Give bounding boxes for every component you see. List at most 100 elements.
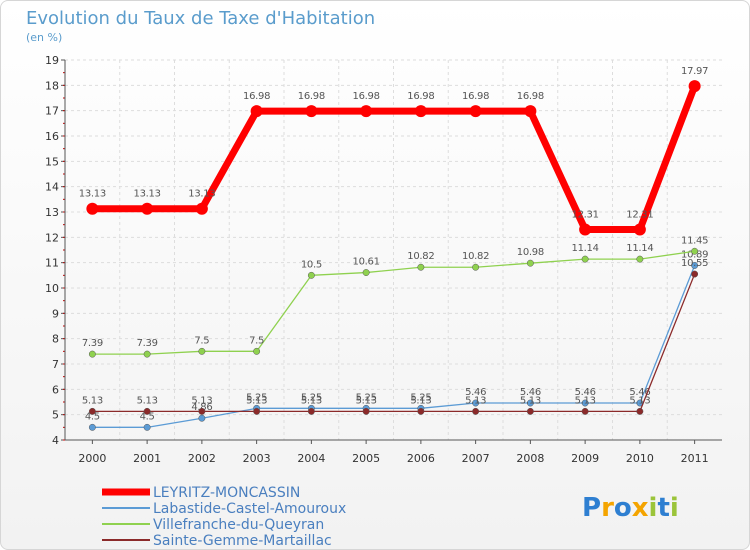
data-label-labastide-castel-amouroux-2002: 4.86 [191,402,212,413]
data-label-sainte-gemme-martaillac-2007: 5.13 [465,395,486,406]
y-tick-label-15: 15 [45,155,59,168]
point-villefranche-du-queyran-2006 [417,263,425,271]
series-line-villefranche-du-queyran [92,250,695,355]
point-labastide-castel-amouroux-2002 [198,414,206,422]
x-tick-label-2004: 2004 [297,452,325,465]
y-tick-label-9: 9 [52,307,59,320]
data-label-sainte-gemme-martaillac-2011: 10.55 [681,258,708,269]
point-sainte-gemme-martaillac-2004 [307,407,315,415]
data-label-labastide-castel-amouroux-2005: 5.25 [356,392,377,403]
logo-letter: r [601,493,614,523]
y-tick-label-10: 10 [45,282,59,295]
data-label-sainte-gemme-martaillac-2006: 5.13 [410,395,431,406]
data-label-leyritz-moncassin-2004: 16.98 [298,91,325,102]
point-villefranche-du-queyran-2009 [581,255,589,263]
data-label-sainte-gemme-martaillac-2009: 5.13 [575,395,596,406]
point-leyritz-moncassin-2005 [360,105,373,118]
data-label-leyritz-moncassin-2008: 16.98 [517,91,544,102]
point-leyritz-moncassin-2009 [579,223,592,236]
plot-area: 4 5 6 7 8 9 10 11 12 13 14 15 16 17 18 19 2000 2001 2002 20… [45,54,722,465]
data-label-sainte-gemme-martaillac-2008: 5.13 [520,395,541,406]
data-label-labastide-castel-amouroux-2001: 4.5 [140,411,155,422]
point-sainte-gemme-martaillac-2001 [143,407,151,415]
data-label-sainte-gemme-martaillac-2001: 5.13 [137,395,158,406]
data-label-leyritz-moncassin-2011: 17.97 [681,66,708,77]
point-sainte-gemme-martaillac-2003 [253,407,261,415]
logo-letter: P [582,493,601,523]
data-label-villefranche-du-queyran-2010: 11.14 [626,243,653,254]
point-sainte-gemme-martaillac-2011 [691,270,699,278]
data-label-villefranche-du-queyran-2011: 11.45 [681,235,708,246]
point-sainte-gemme-martaillac-2008 [526,407,534,415]
logo-letter: i [649,493,658,523]
data-label-labastide-castel-amouroux-2011: 10.89 [681,249,708,260]
series-line-leyritz-moncassin [92,84,698,233]
x-tick-label-2010: 2010 [626,452,654,465]
data-label-villefranche-du-queyran-2000: 7.39 [82,338,103,349]
point-sainte-gemme-martaillac-2009 [581,407,589,415]
point-sainte-gemme-martaillac-2000 [88,407,96,415]
point-labastide-castel-amouroux-2011 [691,262,699,269]
point-villefranche-du-queyran-2008 [526,259,534,267]
point-labastide-castel-amouroux-2000 [88,423,96,431]
data-label-leyritz-moncassin-2006: 16.98 [407,91,434,102]
point-leyritz-moncassin-2006 [414,105,427,118]
point-villefranche-du-queyran-2011 [691,247,699,255]
data-label-leyritz-moncassin-2005: 16.98 [353,91,380,102]
x-tick-label-2008: 2008 [516,452,544,465]
y-tick-label-7: 7 [52,358,59,371]
data-label-labastide-castel-amouroux-2000: 4.5 [85,411,100,422]
point-labastide-castel-amouroux-2001 [143,423,151,431]
point-leyritz-moncassin-2011 [688,80,701,93]
data-label-leyritz-moncassin-2003: 16.98 [243,91,270,102]
point-leyritz-moncassin-2000 [86,202,99,215]
point-labastide-castel-amouroux-2007 [472,399,480,407]
legend-label-labastide-castel-amouroux: Labastide-Castel-Amouroux [153,501,346,517]
data-label-labastide-castel-amouroux-2007: 5.46 [465,387,486,398]
y-tick-label-16: 16 [45,130,59,143]
point-villefranche-du-queyran-2003 [253,347,261,355]
data-label-leyritz-moncassin-2000: 13.13 [79,189,106,200]
data-label-villefranche-du-queyran-2004: 10.5 [301,259,322,270]
data-label-villefranche-du-queyran-2007: 10.82 [462,251,489,262]
data-label-labastide-castel-amouroux-2006: 5.25 [410,392,431,403]
data-label-labastide-castel-amouroux-2009: 5.46 [575,387,596,398]
data-label-leyritz-moncassin-2007: 16.98 [462,91,489,102]
y-tick-label-5: 5 [52,409,59,422]
point-sainte-gemme-martaillac-2005 [362,407,370,415]
data-label-villefranche-du-queyran-2009: 11.14 [572,243,599,254]
point-villefranche-du-queyran-2002 [198,347,206,355]
y-tick-label-11: 11 [45,257,59,270]
point-leyritz-moncassin-2010 [633,223,646,236]
point-sainte-gemme-martaillac-2006 [417,407,425,415]
point-villefranche-du-queyran-2010 [636,255,644,263]
legend: LEYRITZ-MONCASSINLabastide-Castel-Amouro… [102,485,346,549]
point-villefranche-du-queyran-2000 [88,350,96,358]
point-labastide-castel-amouroux-2009 [581,399,589,407]
x-tick-label-2005: 2005 [352,452,380,465]
data-label-labastide-castel-amouroux-2008: 5.46 [520,387,541,398]
data-label-leyritz-moncassin-2002: 13.13 [188,189,215,200]
data-label-sainte-gemme-martaillac-2000: 5.13 [82,395,103,406]
logo-letter: x [632,493,649,523]
y-tick-label-6: 6 [52,383,59,396]
y-tick-label-18: 18 [45,79,59,92]
y-tick-label-12: 12 [45,231,59,244]
x-tick-label-2002: 2002 [188,452,216,465]
point-leyritz-moncassin-2002 [195,202,208,215]
data-label-villefranche-du-queyran-2008: 10.98 [517,247,544,258]
data-label-labastide-castel-amouroux-2010: 5.46 [629,387,650,398]
legend-label-leyritz-moncassin: LEYRITZ-MONCASSIN [153,485,300,501]
point-labastide-castel-amouroux-2008 [526,399,534,407]
x-tick-label-2001: 2001 [133,452,161,465]
y-tick-label-13: 13 [45,206,59,219]
data-label-sainte-gemme-martaillac-2003: 5.13 [246,395,267,406]
data-label-villefranche-du-queyran-2002: 7.5 [194,335,209,346]
point-villefranche-du-queyran-2001 [143,350,151,358]
logo-letter: i [670,493,679,523]
point-villefranche-du-queyran-2004 [307,271,315,279]
data-label-villefranche-du-queyran-2001: 7.39 [137,338,158,349]
legend-label-sainte-gemme-martaillac: Sainte-Gemme-Martaillac [153,533,332,549]
point-leyritz-moncassin-2008 [524,105,537,118]
y-tick-label-19: 19 [45,54,59,67]
